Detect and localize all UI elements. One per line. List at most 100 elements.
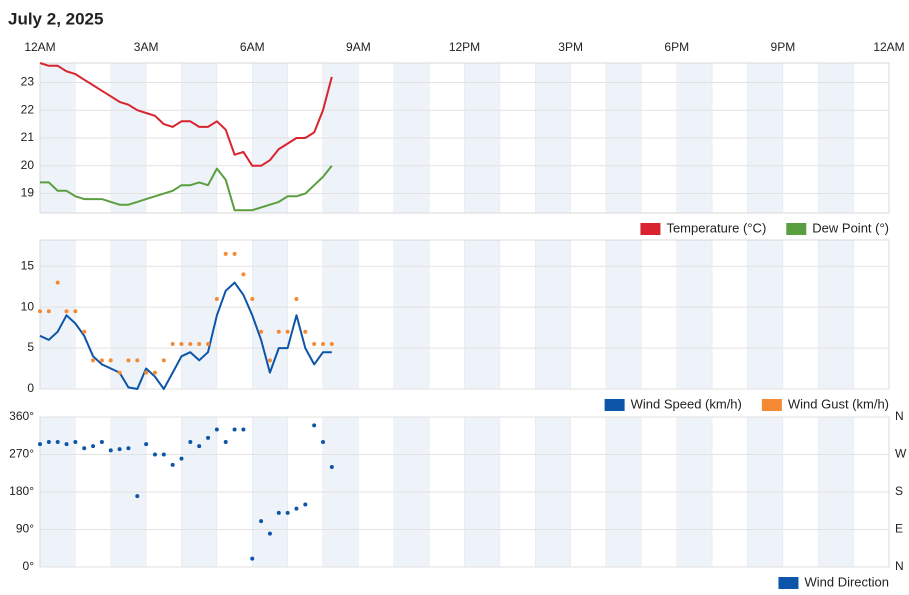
y-tick-label: 0 [27, 381, 34, 395]
y-tick-label: 10 [21, 299, 35, 313]
data-point [64, 309, 69, 314]
data-point [46, 309, 51, 314]
data-point [321, 440, 325, 444]
data-point [135, 358, 140, 363]
data-point [179, 341, 184, 346]
data-point [294, 296, 299, 301]
hour-band [535, 239, 571, 390]
hour-band [464, 239, 501, 390]
hour-band [252, 239, 288, 390]
data-point [285, 510, 290, 515]
data-point [170, 462, 175, 467]
data-point [259, 329, 264, 334]
data-point [303, 502, 308, 507]
hour-band [393, 239, 430, 390]
data-point [161, 358, 166, 363]
data-point [303, 329, 308, 334]
series-line [39, 281, 332, 390]
legend-swatch [640, 223, 661, 235]
data-point [152, 370, 157, 375]
data-point [108, 358, 113, 363]
data-point [91, 358, 96, 363]
hour-band [499, 239, 536, 390]
y-tick-label: 21 [21, 130, 35, 144]
data-point [144, 442, 149, 447]
chart-title: July 2, 2025 [8, 9, 103, 28]
y-tick-label: 23 [21, 75, 35, 89]
hour-band [818, 239, 854, 390]
data-point [73, 309, 78, 314]
hour-band [641, 239, 677, 390]
y-tick-label: 19 [21, 186, 35, 200]
hour-band [676, 239, 713, 390]
series-line [39, 62, 333, 167]
hour-band [782, 239, 819, 390]
data-point [267, 531, 272, 536]
data-point [206, 341, 211, 346]
data-point [188, 341, 193, 346]
data-point [170, 341, 175, 346]
data-point [117, 370, 122, 375]
data-point [82, 446, 87, 451]
data-point [91, 444, 96, 449]
hour-band [287, 239, 324, 390]
data-point [179, 456, 184, 461]
data-point [285, 329, 290, 334]
data-point [329, 341, 334, 346]
data-point [152, 452, 157, 457]
series-line [40, 165, 333, 212]
x-tick-label: 12AM [24, 40, 55, 54]
data-point [64, 442, 69, 447]
x-tick-label: 9PM [771, 40, 796, 54]
data-point [223, 251, 228, 256]
legend-swatch [786, 223, 807, 235]
legend-swatch [604, 399, 625, 411]
y-tick-label: 180° [9, 484, 34, 498]
y-tick-label: 15 [21, 258, 35, 272]
data-point [126, 446, 131, 451]
data-point [250, 556, 255, 561]
data-point [294, 506, 299, 511]
data-point [241, 427, 246, 432]
x-tick-label: 12PM [449, 40, 480, 54]
data-point [99, 440, 104, 444]
data-point [135, 494, 140, 499]
hour-band [853, 239, 890, 390]
data-point [206, 435, 211, 440]
legend-label: Temperature (°C) [666, 220, 766, 235]
hour-band [181, 239, 218, 390]
hour-band [747, 239, 784, 390]
data-point [38, 442, 42, 447]
x-tick-label: 3PM [558, 40, 583, 54]
y2-tick-label: S [895, 484, 903, 498]
data-point [329, 465, 334, 469]
legend-label: Wind Direction [804, 574, 889, 589]
data-point [276, 510, 281, 515]
hour-band [322, 239, 359, 390]
data-point [214, 296, 219, 301]
y2-tick-label: E [895, 522, 903, 536]
data-point [144, 370, 149, 375]
data-point [232, 427, 237, 432]
hour-band [39, 239, 76, 390]
y2-tick-label: N [895, 559, 904, 573]
legend-swatch [778, 577, 799, 589]
y-tick-label: 360° [9, 409, 34, 423]
data-point [161, 452, 166, 457]
y-tick-label: 22 [21, 102, 35, 116]
data-point [55, 440, 60, 444]
data-point [232, 251, 237, 256]
y2-tick-label: W [895, 447, 907, 461]
hour-band [110, 239, 147, 390]
data-point [188, 440, 193, 444]
hour-band [358, 239, 394, 390]
data-point [223, 440, 228, 444]
y2-tick-label: N [895, 409, 904, 423]
data-point [108, 448, 113, 453]
data-point [82, 329, 87, 334]
x-tick-label: 12AM [873, 40, 904, 54]
x-tick-label: 6AM [240, 40, 265, 54]
data-point [312, 341, 317, 346]
data-point [241, 272, 246, 277]
y-tick-label: 270° [9, 447, 34, 461]
